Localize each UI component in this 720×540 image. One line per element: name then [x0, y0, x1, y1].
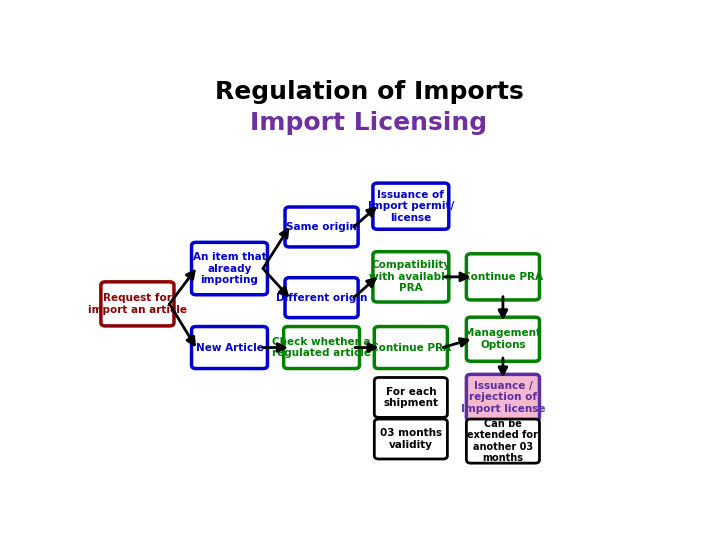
Text: Issuance /
rejection of
Import license: Issuance / rejection of Import license — [461, 381, 545, 414]
FancyBboxPatch shape — [467, 374, 539, 421]
Text: Regulation of Imports: Regulation of Imports — [215, 80, 523, 104]
Text: Management
Options: Management Options — [464, 328, 541, 350]
FancyBboxPatch shape — [284, 327, 359, 368]
Text: Check whether a
regulated article: Check whether a regulated article — [272, 337, 371, 359]
FancyBboxPatch shape — [374, 419, 447, 459]
Text: An item that
already
importing: An item that already importing — [193, 252, 266, 285]
FancyBboxPatch shape — [285, 207, 358, 247]
FancyBboxPatch shape — [467, 254, 539, 300]
Text: Same origin: Same origin — [286, 222, 357, 232]
Text: Issuance of
Import permit/
license: Issuance of Import permit/ license — [368, 190, 454, 223]
FancyBboxPatch shape — [101, 282, 174, 326]
Text: For each
shipment: For each shipment — [383, 387, 438, 408]
Text: Continue PRA: Continue PRA — [463, 272, 543, 282]
FancyBboxPatch shape — [374, 327, 447, 368]
FancyBboxPatch shape — [467, 419, 539, 463]
FancyBboxPatch shape — [285, 278, 358, 318]
FancyBboxPatch shape — [467, 317, 539, 361]
FancyBboxPatch shape — [374, 377, 447, 417]
FancyBboxPatch shape — [373, 252, 449, 302]
FancyBboxPatch shape — [373, 183, 449, 230]
FancyBboxPatch shape — [192, 327, 267, 368]
Text: New Article: New Article — [196, 342, 264, 353]
Text: Request for
import an article: Request for import an article — [88, 293, 187, 315]
Text: 03 months
validity: 03 months validity — [379, 428, 442, 450]
Text: Different origin: Different origin — [276, 293, 367, 302]
Text: Can be
extended for
another 03
months: Can be extended for another 03 months — [467, 418, 539, 463]
FancyBboxPatch shape — [192, 242, 267, 295]
Text: Compatibility
with available
PRA: Compatibility with available PRA — [369, 260, 452, 293]
Text: Import Licensing: Import Licensing — [251, 111, 487, 135]
Text: Continue PRA: Continue PRA — [371, 342, 451, 353]
